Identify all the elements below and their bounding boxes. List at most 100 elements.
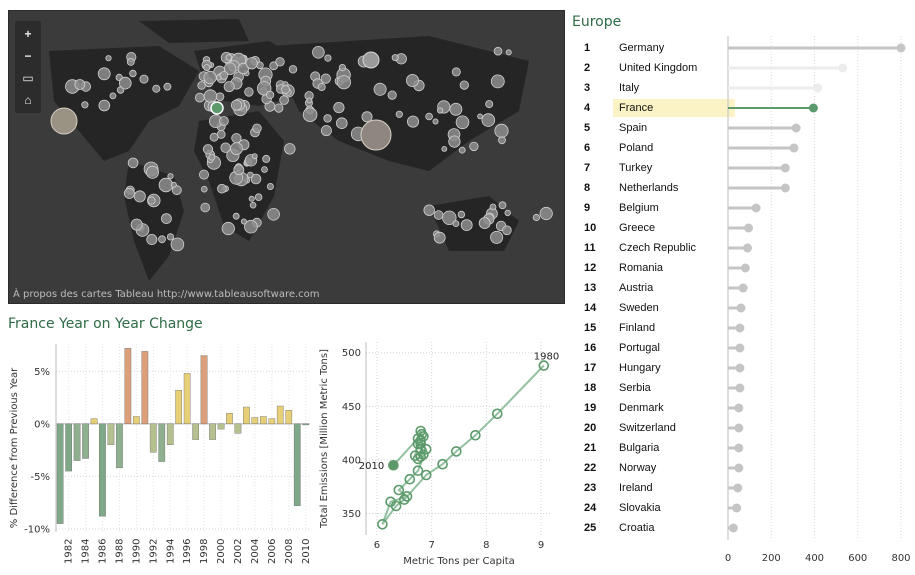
map-attribution[interactable]: À propos des cartes Tableau http://www.t…: [13, 289, 320, 300]
country-bubble[interactable]: [221, 221, 235, 236]
bar[interactable]: [234, 423, 242, 434]
country-bubble[interactable]: [230, 142, 243, 156]
bar-end-dot[interactable]: [728, 523, 738, 533]
data-point[interactable]: [377, 519, 388, 530]
country-bubble[interactable]: [452, 220, 460, 228]
bar-end-dot[interactable]: [751, 203, 761, 213]
country-bubble[interactable]: [459, 80, 469, 90]
data-point[interactable]: [538, 360, 550, 371]
bar-end-dot[interactable]: [896, 43, 906, 53]
country-bubble[interactable]: [208, 153, 216, 161]
country-bubble[interactable]: [247, 171, 254, 179]
country-bubble[interactable]: [425, 112, 433, 121]
bar-end-dot[interactable]: [735, 363, 745, 373]
country-bubble[interactable]: [250, 173, 262, 185]
bar[interactable]: [90, 418, 98, 425]
country-bubble[interactable]: [261, 166, 268, 173]
country-bubble[interactable]: [167, 173, 174, 180]
bar[interactable]: [116, 423, 123, 469]
country-bubble[interactable]: [194, 92, 205, 103]
country-bubble[interactable]: [477, 113, 484, 120]
bar[interactable]: [175, 390, 183, 424]
bar-end-dot[interactable]: [740, 263, 750, 273]
country-bubble[interactable]: [225, 54, 232, 61]
country-bubble[interactable]: [387, 90, 397, 100]
country-bubble[interactable]: [119, 76, 132, 90]
bar[interactable]: [107, 423, 115, 446]
country-bubble[interactable]: [203, 64, 211, 72]
bar[interactable]: [82, 423, 89, 459]
country-bubble[interactable]: [126, 58, 135, 66]
country-bubble[interactable]: [152, 84, 161, 93]
country-bubble[interactable]: [504, 209, 511, 217]
bar[interactable]: [200, 355, 208, 425]
country-bubble[interactable]: [262, 154, 271, 163]
country-bubble[interactable]: [406, 115, 419, 128]
country-bubble[interactable]: [312, 45, 325, 59]
country-bubble[interactable]: [145, 165, 159, 179]
country-bubble[interactable]: [267, 208, 280, 221]
data-point[interactable]: [420, 469, 432, 481]
bar[interactable]: [99, 423, 106, 517]
country-bubble[interactable]: [323, 114, 332, 123]
bar-end-dot[interactable]: [735, 383, 745, 393]
country-bubble[interactable]: [265, 90, 275, 100]
bar[interactable]: [56, 423, 64, 524]
data-point[interactable]: [385, 496, 396, 508]
bar[interactable]: [302, 423, 310, 426]
bar[interactable]: [192, 423, 200, 440]
home-icon[interactable]: ⌂: [24, 93, 32, 107]
bar[interactable]: [260, 416, 267, 425]
data-point[interactable]: [388, 460, 399, 471]
bar-end-dot[interactable]: [736, 303, 746, 313]
country-bubble[interactable]: [281, 85, 290, 94]
zoom-out-icon[interactable]: −: [24, 49, 32, 63]
country-bubble[interactable]: [217, 183, 227, 194]
country-bubble[interactable]: [163, 82, 172, 91]
country-bubble[interactable]: [129, 69, 137, 78]
country-bubble[interactable]: [448, 135, 461, 148]
data-point[interactable]: [399, 494, 410, 505]
country-bubble[interactable]: [493, 46, 503, 56]
country-bubble[interactable]: [230, 99, 242, 111]
world-map[interactable]: + − ▭ ⌂ À propos des cartes Tableau http…: [8, 10, 565, 304]
bar[interactable]: [293, 423, 301, 506]
country-bubble[interactable]: [198, 169, 209, 180]
country-bubble[interactable]: [458, 146, 466, 154]
country-bubble[interactable]: [81, 101, 89, 109]
bar[interactable]: [276, 405, 284, 425]
country-bubble[interactable]: [139, 74, 149, 84]
data-point[interactable]: [418, 449, 429, 460]
bar-end-dot[interactable]: [780, 163, 790, 173]
country-bubble[interactable]: [336, 75, 351, 90]
country-bubble[interactable]: [433, 231, 446, 244]
country-bubble[interactable]: [127, 157, 139, 169]
bar-end-dot[interactable]: [735, 343, 745, 353]
bar-end-dot[interactable]: [742, 243, 752, 253]
country-bubble[interactable]: [469, 141, 479, 152]
country-bubble[interactable]: [266, 182, 274, 190]
country-bubble[interactable]: [218, 116, 229, 126]
country-bubble[interactable]: [97, 67, 111, 81]
country-bubble[interactable]: [252, 123, 262, 134]
bar[interactable]: [243, 406, 250, 424]
country-bubble[interactable]: [244, 219, 258, 234]
country-bubble[interactable]: [539, 206, 553, 221]
bar[interactable]: [183, 373, 191, 425]
country-bubble[interactable]: [203, 70, 217, 85]
country-bubble[interactable]: [324, 54, 332, 62]
bar-end-dot[interactable]: [734, 463, 744, 473]
bar-end-dot[interactable]: [738, 283, 748, 293]
country-bubble[interactable]: [170, 181, 177, 188]
country-bubble[interactable]: [203, 89, 218, 103]
country-bubble[interactable]: [133, 190, 146, 203]
bar[interactable]: [158, 423, 166, 462]
country-bubble[interactable]: [333, 102, 345, 114]
country-bubble-russia[interactable]: [362, 51, 380, 69]
country-bubble[interactable]: [338, 63, 346, 72]
country-bubble[interactable]: [432, 118, 439, 125]
zoom-in-icon[interactable]: +: [24, 27, 32, 41]
country-bubble[interactable]: [166, 233, 175, 241]
bar[interactable]: [166, 423, 174, 446]
country-bubble[interactable]: [460, 219, 473, 232]
